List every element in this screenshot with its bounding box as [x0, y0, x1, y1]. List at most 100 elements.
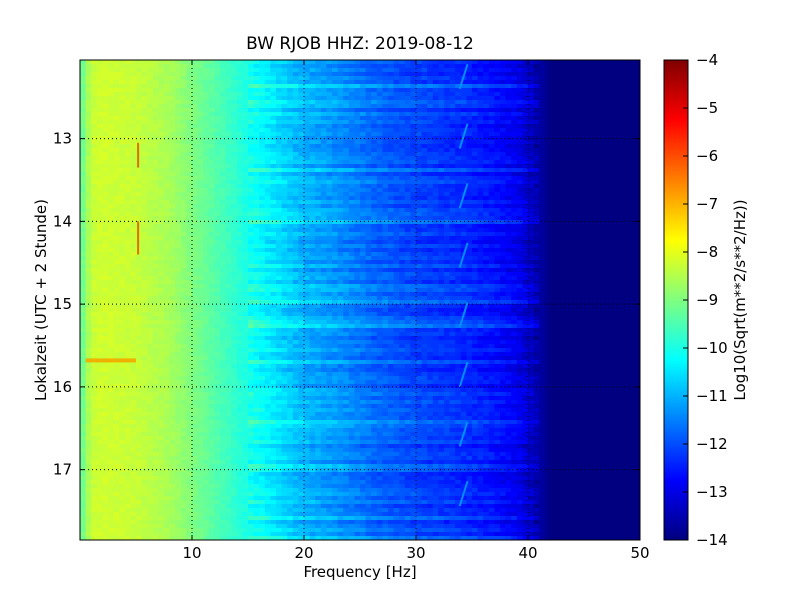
heatmap-cell: [500, 184, 507, 189]
heatmap-cell: [410, 136, 417, 141]
heatmap-cell: [96, 120, 103, 125]
heatmap-cell: [539, 140, 546, 145]
heatmap-cell: [192, 120, 199, 125]
heatmap-cell: [236, 160, 243, 165]
heatmap-cell: [483, 132, 490, 137]
heatmap-cell: [528, 100, 535, 105]
heatmap-cell: [455, 228, 462, 233]
heatmap-cell: [404, 152, 411, 157]
heatmap-cell: [416, 144, 423, 149]
heatmap-cell: [500, 164, 507, 169]
heatmap-cell: [96, 92, 103, 97]
heatmap-cell: [421, 232, 428, 237]
heatmap-cell: [561, 212, 568, 217]
heatmap-cell: [500, 148, 507, 153]
heatmap-cell: [208, 156, 215, 161]
heatmap-cell: [416, 240, 423, 245]
heatmap-cell: [231, 152, 238, 157]
heatmap-cell: [494, 244, 501, 249]
heatmap-cell: [231, 72, 238, 77]
heatmap-cell: [225, 196, 232, 201]
heatmap-cell: [175, 156, 182, 161]
heatmap-cell: [539, 144, 546, 149]
heatmap-cell: [343, 196, 350, 201]
heatmap-cell: [494, 200, 501, 205]
heatmap-cell: [119, 208, 126, 213]
heatmap-cell: [197, 256, 204, 261]
heatmap-cell: [500, 188, 507, 193]
heatmap-cell: [634, 172, 640, 177]
heatmap-cell: [612, 244, 619, 249]
heatmap-cell: [354, 240, 361, 245]
heatmap-cell: [231, 208, 238, 213]
heatmap-cell: [180, 148, 187, 153]
heatmap-cell: [578, 248, 585, 253]
heatmap-cell: [511, 152, 518, 157]
heatmap-cell: [500, 216, 507, 221]
heatmap-cell: [477, 196, 484, 201]
heatmap-cell: [158, 256, 165, 261]
heatmap-cell: [360, 164, 367, 169]
heatmap-cell: [147, 76, 154, 81]
heatmap-cell: [399, 196, 406, 201]
heatmap-cell: [208, 104, 215, 109]
heatmap-cell: [158, 80, 165, 85]
heatmap-cell: [304, 168, 311, 173]
heatmap-cell: [595, 196, 602, 201]
heatmap-cell: [287, 100, 294, 105]
heatmap-cell: [108, 72, 115, 77]
heatmap-cell: [169, 112, 176, 117]
heatmap-cell: [550, 208, 557, 213]
heatmap-cell: [192, 136, 199, 141]
heatmap-cell: [136, 132, 143, 137]
heatmap-cell: [388, 236, 395, 241]
heatmap-cell: [584, 112, 591, 117]
heatmap-cell: [500, 252, 507, 257]
heatmap-cell: [578, 128, 585, 133]
heatmap-cell: [404, 184, 411, 189]
heatmap-cell: [208, 184, 215, 189]
heatmap-cell: [511, 252, 518, 257]
heatmap-cell: [556, 108, 563, 113]
heatmap-cell: [242, 156, 249, 161]
heatmap-cell: [343, 84, 350, 89]
heatmap-cell: [365, 96, 372, 101]
heatmap-cell: [276, 192, 283, 197]
heatmap-cell: [617, 192, 624, 197]
heatmap-cell: [175, 204, 182, 209]
heatmap-cell: [449, 184, 456, 189]
heatmap-cell: [617, 252, 624, 257]
heatmap-cell: [130, 136, 137, 141]
heatmap-cell: [483, 204, 490, 209]
heatmap-cell: [421, 68, 428, 73]
heatmap-cell: [108, 256, 115, 261]
heatmap-cell: [399, 204, 406, 209]
heatmap-cell: [113, 224, 120, 229]
heatmap-cell: [528, 248, 535, 253]
heatmap-cell: [516, 208, 523, 213]
heatmap-cell: [309, 92, 316, 97]
heatmap-cell: [600, 132, 607, 137]
heatmap-cell: [180, 200, 187, 205]
heatmap-cell: [432, 88, 439, 93]
heatmap-cell: [505, 228, 512, 233]
heatmap-cell: [595, 88, 602, 93]
heatmap-cell: [595, 128, 602, 133]
heatmap-cell: [393, 256, 400, 261]
heatmap-cell: [365, 228, 372, 233]
heatmap-cell: [511, 240, 518, 245]
heatmap-cell: [309, 212, 316, 217]
heatmap-cell: [124, 180, 131, 185]
heatmap-cell: [242, 64, 249, 69]
heatmap-cell: [108, 180, 115, 185]
heatmap-cell: [214, 88, 221, 93]
heatmap-cell: [259, 196, 266, 201]
heatmap-cell: [360, 148, 367, 153]
heatmap-cell: [628, 188, 635, 193]
heatmap-cell: [337, 148, 344, 153]
heatmap-cell: [208, 248, 215, 253]
heatmap-cell: [360, 100, 367, 105]
heatmap-cell: [393, 92, 400, 97]
heatmap-cell: [533, 196, 540, 201]
heatmap-cell: [203, 236, 210, 241]
